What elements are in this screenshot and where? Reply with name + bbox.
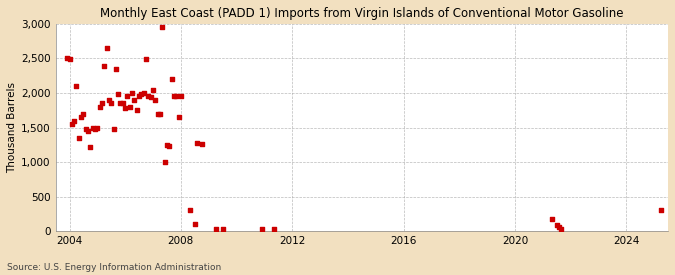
Point	[95, 104, 105, 109]
Y-axis label: Thousand Barrels: Thousand Barrels	[7, 82, 17, 173]
Point	[129, 98, 140, 102]
Point	[69, 119, 80, 123]
Point	[190, 222, 200, 227]
Point	[97, 101, 107, 106]
Point	[655, 208, 666, 213]
Point	[143, 94, 154, 99]
Point	[108, 127, 119, 131]
Point	[192, 141, 202, 146]
Point	[173, 115, 184, 119]
Point	[92, 125, 103, 130]
Point	[256, 227, 267, 232]
Point	[132, 108, 142, 112]
Point	[155, 112, 165, 116]
Point	[148, 87, 159, 92]
Point	[554, 225, 564, 229]
Text: Source: U.S. Energy Information Administration: Source: U.S. Energy Information Administ…	[7, 263, 221, 272]
Point	[551, 223, 562, 227]
Point	[78, 112, 89, 116]
Point	[64, 57, 75, 61]
Point	[99, 64, 110, 68]
Point	[176, 94, 186, 98]
Point	[62, 56, 73, 61]
Point	[101, 46, 112, 50]
Point	[71, 84, 82, 88]
Point	[134, 94, 144, 99]
Point	[211, 227, 221, 232]
Point	[157, 25, 167, 29]
Point	[104, 98, 115, 102]
Point	[115, 100, 126, 105]
Point	[268, 227, 279, 232]
Point	[138, 91, 149, 95]
Point	[83, 129, 94, 133]
Point	[85, 145, 96, 149]
Point	[185, 208, 196, 212]
Point	[217, 227, 228, 232]
Point	[113, 92, 124, 96]
Point	[136, 92, 146, 97]
Point	[159, 160, 170, 164]
Point	[87, 125, 98, 130]
Point	[111, 67, 122, 71]
Point	[196, 142, 207, 146]
Point	[166, 77, 177, 81]
Point	[127, 91, 138, 95]
Point	[66, 122, 77, 126]
Point	[124, 104, 135, 109]
Point	[145, 95, 156, 99]
Point	[169, 94, 180, 99]
Point	[80, 127, 91, 131]
Point	[76, 115, 86, 119]
Point	[171, 94, 182, 98]
Point	[74, 136, 84, 140]
Point	[117, 101, 128, 106]
Point	[153, 112, 163, 116]
Point	[119, 105, 130, 110]
Point	[164, 143, 175, 148]
Point	[556, 227, 567, 232]
Point	[547, 216, 558, 221]
Point	[106, 101, 117, 106]
Point	[161, 143, 172, 147]
Point	[150, 98, 161, 102]
Point	[122, 94, 133, 99]
Title: Monthly East Coast (PADD 1) Imports from Virgin Islands of Conventional Motor Ga: Monthly East Coast (PADD 1) Imports from…	[100, 7, 624, 20]
Point	[140, 57, 151, 61]
Point	[90, 127, 101, 131]
